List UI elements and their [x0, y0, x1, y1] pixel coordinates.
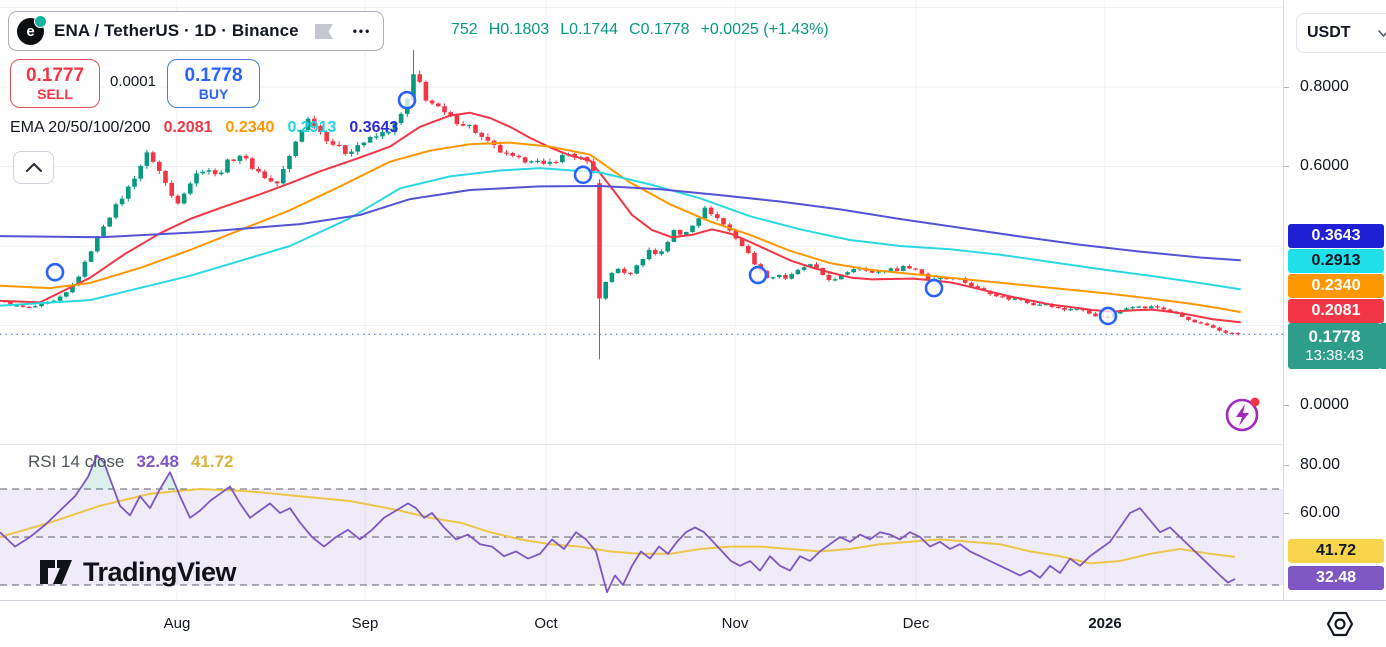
time-axis-label-nov: Nov: [721, 615, 749, 632]
time-axis-label-aug: Aug: [163, 615, 191, 632]
more-options-icon[interactable]: •••: [352, 24, 372, 38]
tradingview-watermark: TradingView: [38, 556, 237, 588]
rsi-legend: RSI 14 close 32.48 41.72: [28, 452, 233, 472]
rsi-pane-canvas[interactable]: [0, 445, 1283, 600]
last-price: 0.1778: [1308, 326, 1361, 346]
sell-price: 0.1777: [25, 64, 85, 86]
axis-tick: [1284, 513, 1289, 514]
axis-tick: [1284, 166, 1289, 167]
ohlc-low: L0.1744: [560, 21, 619, 38]
price-axis[interactable]: USDT 0.8000 0.6000 0.0000 80.00 60.00 0.3643 0…: [1283, 0, 1386, 600]
chevron-down-icon: [1378, 29, 1386, 37]
ohlc-change: +0.0025 (+1.43%): [700, 21, 829, 38]
price-scale-bar: [1380, 323, 1386, 369]
axis-label: 80.00: [1300, 456, 1341, 473]
ema-legend-label: EMA 20/50/100/200: [10, 119, 151, 136]
ohlc-close: C0.1778: [629, 21, 690, 38]
collapse-toolbar-button[interactable]: [13, 151, 54, 184]
currency-toggle-button[interactable]: USDT: [1296, 13, 1386, 53]
axis-chip-rsi: 32.48: [1288, 566, 1384, 590]
bar-countdown: 13:38:43: [1305, 347, 1364, 365]
ema20-value: 0.2081: [163, 119, 213, 136]
watermark-text: TradingView: [83, 556, 237, 587]
ema200-value: 0.3643: [349, 119, 399, 136]
axis-chip-ema50: 0.2340: [1288, 274, 1384, 298]
rsi-legend-label: RSI 14 close: [28, 452, 125, 471]
rsi-ma-value: 41.72: [190, 452, 234, 471]
symbol-title: ENA / TetherUS · 1D · Binance: [54, 21, 299, 40]
ena-coin-logo-icon: e: [17, 14, 47, 45]
buy-button[interactable]: 0.1778 BUY: [167, 59, 260, 108]
time-axis-label-oct: Oct: [534, 615, 558, 632]
spread-value: 0.0001: [110, 73, 156, 90]
coin-badge-icon: [34, 14, 47, 28]
pane-divider[interactable]: [0, 444, 1283, 445]
axis-tick: [1284, 87, 1289, 88]
ohlc-readout: 752 H0.1803 L0.1744 C0.1778 +0.0025 (+1.…: [451, 21, 829, 39]
ohlc-open: 752: [451, 21, 478, 38]
buy-price: 0.1778: [184, 64, 243, 86]
time-axis[interactable]: Aug Sep Oct Nov Dec 2026: [0, 600, 1386, 647]
magic-wand-icon[interactable]: [1222, 393, 1264, 435]
axis-tick: [1284, 405, 1289, 406]
sell-button[interactable]: 0.1777 SELL: [10, 59, 100, 108]
chevron-up-icon: [25, 163, 42, 172]
symbol-button[interactable]: e ENA / TetherUS · 1D · Binance •••: [8, 11, 385, 51]
flag-icon[interactable]: [314, 23, 333, 39]
ohlc-high: H0.1803: [488, 21, 550, 38]
time-axis-label-dec: Dec: [902, 615, 930, 632]
axis-chip-ema20: 0.2081: [1288, 299, 1384, 323]
tradingview-logo-icon: [40, 560, 72, 584]
time-axis-label-sep: Sep: [351, 615, 379, 632]
rsi-value: 32.48: [136, 452, 179, 471]
chart-header: e ENA / TetherUS · 1D · Binance •••: [8, 11, 385, 51]
axis-label: 60.00: [1300, 504, 1341, 521]
axis-chip-rsi-ma: 41.72: [1288, 539, 1384, 563]
axis-label: 0.8000: [1300, 78, 1349, 95]
axis-label: 0.0000: [1300, 396, 1349, 413]
axis-tick: [1284, 465, 1289, 466]
axis-label: 0.6000: [1300, 157, 1349, 174]
ema100-value: 0.2913: [287, 119, 337, 136]
settings-nut-icon[interactable]: [1324, 610, 1356, 643]
axis-chip-last-price: 0.1778 13:38:43: [1288, 323, 1381, 369]
currency-label: USDT: [1307, 24, 1351, 41]
ema50-value: 0.2340: [225, 119, 275, 136]
axis-chip-ema200: 0.3643: [1288, 224, 1384, 248]
ema-legend: EMA 20/50/100/200 0.2081 0.2340 0.2913 0…: [10, 119, 398, 137]
time-axis-label-2026: 2026: [1088, 615, 1122, 632]
axis-chip-ema100: 0.2913: [1288, 249, 1384, 273]
